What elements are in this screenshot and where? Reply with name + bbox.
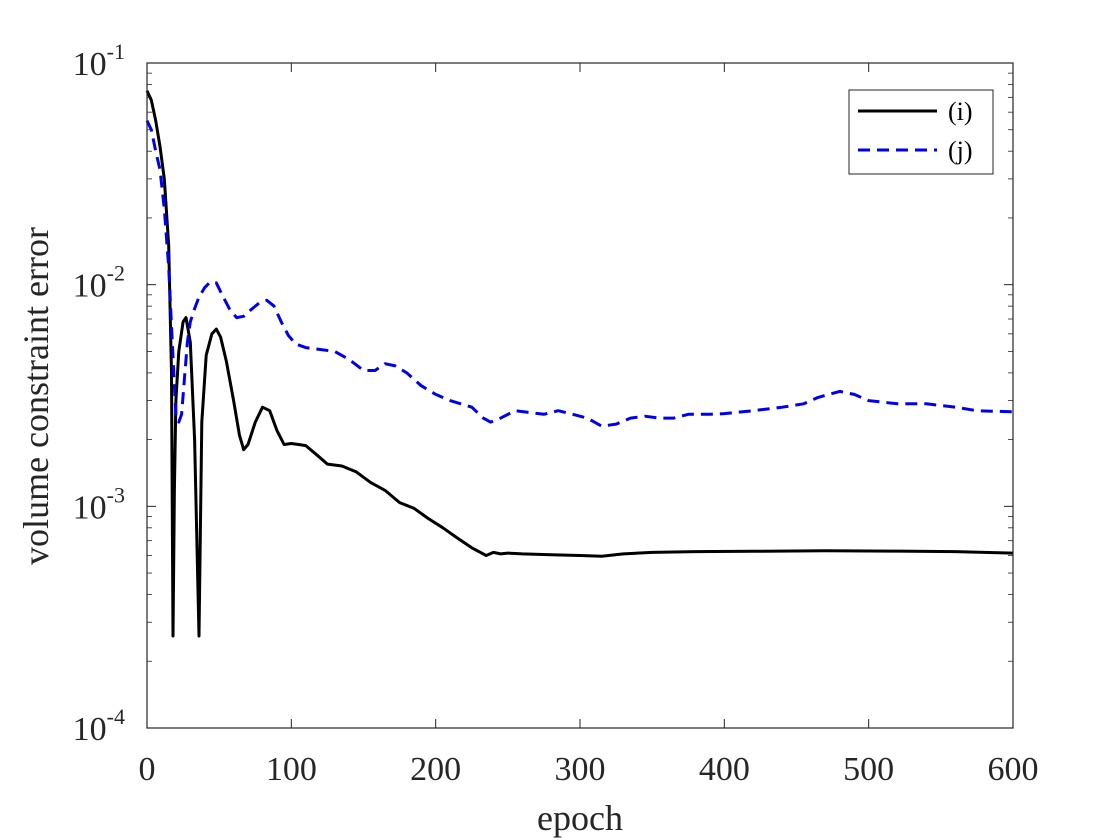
y-tick-label: 10-1 [73,39,125,83]
y-tick-base: 10 [73,268,107,305]
y-axis-title: volume constraint error [16,227,56,565]
series-layer [145,90,1014,638]
series-line-j [145,119,1014,428]
y-tick-base: 10 [73,711,107,748]
plot-frame [146,62,1014,729]
y-tick-exponent: -4 [107,704,125,729]
y-tick-exponent: -1 [107,39,125,64]
x-tick-label: 600 [988,751,1039,788]
legend-label-i: (i) [948,97,973,126]
x-tick-label: 100 [266,751,317,788]
x-tick-label: 500 [843,751,894,788]
y-tick-label: 10-2 [73,261,125,305]
y-tick-exponent: -2 [107,261,125,286]
y-tick-label: 10-3 [73,482,125,526]
x-tick-label: 300 [555,751,606,788]
series-line-i [145,90,1014,638]
y-tick-exponent: -3 [107,482,125,507]
x-tick-label: 200 [410,751,461,788]
x-tick-label: 400 [699,751,750,788]
y-tick-base: 10 [73,489,107,526]
legend-label-j: (j) [948,136,973,165]
x-axis-title: epoch [537,798,623,838]
legend: (i) (j) [848,89,994,175]
x-tick-label: 0 [139,751,156,788]
y-tick-base: 10 [73,46,107,83]
y-tick-label: 10-4 [73,704,125,748]
legend-box [848,89,994,175]
